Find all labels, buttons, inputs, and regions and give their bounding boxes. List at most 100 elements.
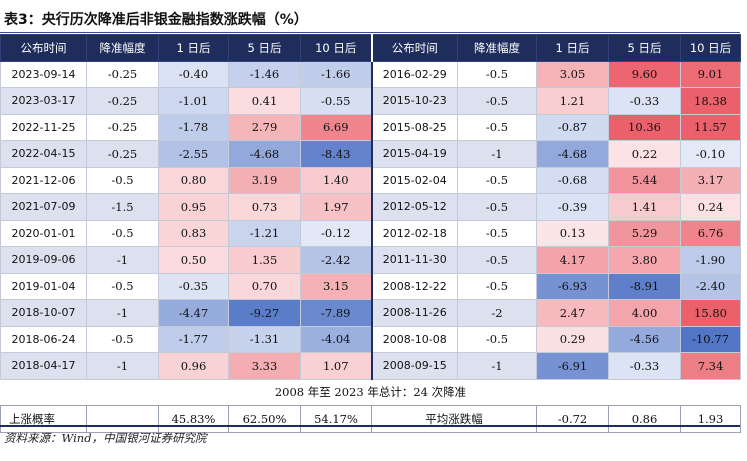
right-5d-cell: 9.60 xyxy=(608,60,681,88)
right-date-cell: 2012-05-12 xyxy=(370,193,458,221)
left-cut-cell: -1 xyxy=(86,299,159,327)
right-date-cell: 2015-02-04 xyxy=(370,166,458,194)
left-1d-cell: -2.55 xyxy=(158,140,229,168)
left-5d-cell: 2.79 xyxy=(228,113,301,141)
left-5d-cell: 0.41 xyxy=(228,87,301,115)
col-header-cut: 降准幅度 xyxy=(86,34,159,62)
left-date-cell: 2020-01-01 xyxy=(0,219,87,247)
right-5d-cell: -4.56 xyxy=(608,325,681,353)
left-10d-cell: -0.55 xyxy=(300,87,372,115)
left-date-cell: 2021-12-06 xyxy=(0,166,87,194)
right-10d-cell: 0.24 xyxy=(680,193,741,221)
right-cut-cell: -0.5 xyxy=(457,166,537,194)
rrr-cut-table: 公布时间 降准幅度 1 日后 5 日后 10 日后 公布时间 降准幅度 1 日后… xyxy=(0,34,741,433)
right-date-cell: 2015-10-23 xyxy=(370,87,458,115)
right-date-cell: 2012-02-18 xyxy=(370,219,458,247)
col-header-1d: 1 日后 xyxy=(158,34,229,62)
right-date-cell: 2008-12-22 xyxy=(370,272,458,300)
left-date-cell: 2022-11-25 xyxy=(0,113,87,141)
up-prob-10d: 54.17% xyxy=(300,405,372,433)
left-5d-cell: 1.35 xyxy=(228,246,301,274)
right-date-cell: 2008-09-15 xyxy=(370,352,458,380)
right-10d-cell: -2.40 xyxy=(680,272,741,300)
left-10d-cell: 3.15 xyxy=(300,272,372,300)
left-10d-cell: 1.07 xyxy=(300,352,372,380)
left-10d-cell: -8.43 xyxy=(300,140,372,168)
right-5d-cell: -8.91 xyxy=(608,272,681,300)
left-1d-cell: -0.40 xyxy=(158,60,229,88)
left-10d-cell: -4.04 xyxy=(300,325,372,353)
left-10d-cell: 6.69 xyxy=(300,113,372,141)
right-10d-cell: 9.01 xyxy=(680,60,741,88)
right-cut-cell: -1 xyxy=(457,352,537,380)
right-1d-cell: -0.39 xyxy=(536,193,609,221)
right-1d-cell: -6.93 xyxy=(536,272,609,300)
left-5d-cell: 3.33 xyxy=(228,352,301,380)
left-cut-cell: -0.25 xyxy=(86,113,159,141)
right-cut-cell: -0.5 xyxy=(457,325,537,353)
right-10d-cell: 11.57 xyxy=(680,113,741,141)
left-5d-cell: -9.27 xyxy=(228,299,301,327)
table-title: 表3：央行历次降准后非银金融指数涨跌幅（%） xyxy=(4,12,308,28)
avg-10d: 1.93 xyxy=(680,405,741,433)
summary-row: 2008 年至 2023 年总计：24 次降准 xyxy=(1,379,741,406)
up-prob-5d: 62.50% xyxy=(228,405,301,433)
right-1d-cell: 1.21 xyxy=(536,87,609,115)
right-cut-cell: -2 xyxy=(457,299,537,327)
right-1d-cell: 3.05 xyxy=(536,60,609,88)
left-cut-cell: -0.25 xyxy=(86,140,159,168)
summary-text: 2008 年至 2023 年总计：24 次降准 xyxy=(274,385,467,400)
left-5d-cell: 0.73 xyxy=(228,193,301,221)
left-1d-cell: 0.80 xyxy=(158,166,229,194)
left-10d-cell: -0.12 xyxy=(300,219,372,247)
table-header-row: 公布时间 降准幅度 1 日后 5 日后 10 日后 公布时间 降准幅度 1 日后… xyxy=(0,34,741,62)
right-5d-cell: 1.41 xyxy=(608,193,681,221)
left-cut-cell: -0.5 xyxy=(86,219,159,247)
avg-5d: 0.86 xyxy=(608,405,681,433)
table-row: 2023-09-14 -0.25 -0.40 -1.46 -1.66 2016-02-29… xyxy=(0,60,741,88)
right-cut-cell: -1 xyxy=(457,140,537,168)
right-1d-cell: 4.17 xyxy=(536,246,609,274)
right-5d-cell: -0.33 xyxy=(608,87,681,115)
table-row: 2019-01-04 -0.5 -0.35 0.70 3.15 2008-12-22 -0.… xyxy=(0,272,741,300)
left-10d-cell: -2.42 xyxy=(300,246,372,274)
right-date-cell: 2008-10-08 xyxy=(370,325,458,353)
left-10d-cell: 1.97 xyxy=(300,193,372,221)
left-date-cell: 2018-04-17 xyxy=(0,352,87,380)
col-header-date: 公布时间 xyxy=(0,34,87,62)
left-1d-cell: 0.83 xyxy=(158,219,229,247)
right-date-cell: 2016-02-29 xyxy=(370,60,458,88)
right-1d-cell: 0.29 xyxy=(536,325,609,353)
table-row: 2019-09-06 -1 0.50 1.35 -2.42 2011-11-30 -0.5 4… xyxy=(0,246,741,274)
left-date-cell: 2022-04-15 xyxy=(0,140,87,168)
right-10d-cell: -1.90 xyxy=(680,246,741,274)
right-10d-cell: 18.38 xyxy=(680,87,741,115)
up-prob-1d: 45.83% xyxy=(158,405,229,433)
left-cut-cell: -1 xyxy=(86,246,159,274)
table-row: 2023-03-17 -0.25 -1.01 0.41 -0.55 2015-10-23-… xyxy=(0,87,741,115)
right-5d-cell: 10.36 xyxy=(608,113,681,141)
right-1d-cell: -0.87 xyxy=(536,113,609,141)
left-1d-cell: -0.35 xyxy=(158,272,229,300)
left-cut-cell: -0.5 xyxy=(86,166,159,194)
right-10d-cell: 7.34 xyxy=(680,352,741,380)
left-cut-cell: -0.5 xyxy=(86,325,159,353)
col-header-10d-right: 10 日后 xyxy=(680,34,741,62)
left-5d-cell: -1.21 xyxy=(228,219,301,247)
left-5d-cell: -4.68 xyxy=(228,140,301,168)
left-10d-cell: -1.66 xyxy=(300,60,372,88)
avg-1d: -0.72 xyxy=(536,405,609,433)
left-cut-cell: -0.25 xyxy=(86,87,159,115)
left-cut-cell: -1.5 xyxy=(86,193,159,221)
right-date-cell: 2015-08-25 xyxy=(370,113,458,141)
col-header-cut-right: 降准幅度 xyxy=(457,34,537,62)
right-cut-cell: -0.5 xyxy=(457,87,537,115)
left-1d-cell: 0.96 xyxy=(158,352,229,380)
left-5d-cell: -1.46 xyxy=(228,60,301,88)
left-1d-cell: -1.77 xyxy=(158,325,229,353)
stats-row: 上涨概率 45.83% 62.50% 54.17% 平均涨跌幅 -0.72 0.… xyxy=(0,405,741,433)
right-1d-cell: 0.13 xyxy=(536,219,609,247)
right-cut-cell: -0.5 xyxy=(457,60,537,88)
right-cut-cell: -0.5 xyxy=(457,219,537,247)
col-header-1d-right: 1 日后 xyxy=(536,34,609,62)
